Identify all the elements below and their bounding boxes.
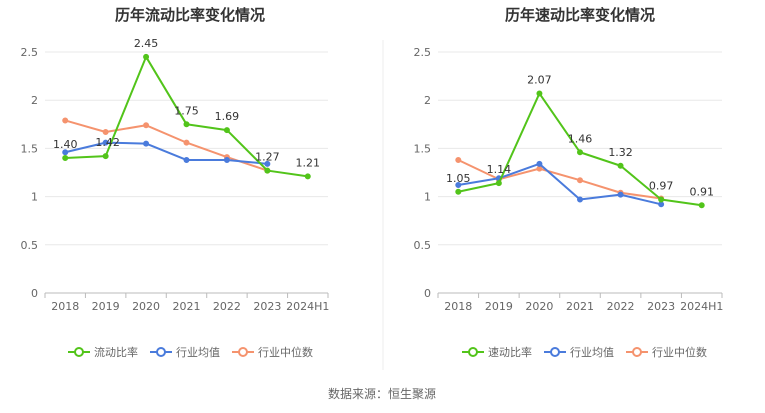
data-point-0-0-3 xyxy=(183,121,190,128)
data-point-0-2-1 xyxy=(102,129,109,136)
data-point-1-1-0 xyxy=(455,182,462,189)
legend-label-0-0: 流动比率 xyxy=(94,345,138,359)
x-tick-label-1-6: 2024H1 xyxy=(680,300,723,313)
data-label-0-3: 1.75 xyxy=(174,104,199,117)
data-label-1-1: 1.14 xyxy=(487,163,512,176)
x-tick-label-0-1: 2019 xyxy=(92,300,120,313)
y-tick-label-1-0: 0 xyxy=(424,287,431,300)
data-point-0-1-2 xyxy=(143,140,150,147)
x-tick-label-1-0: 2018 xyxy=(444,300,472,313)
data-point-1-1-4 xyxy=(617,191,624,198)
data-point-0-0-1 xyxy=(102,153,109,160)
x-tick-label-1-5: 2023 xyxy=(647,300,675,313)
x-tick-label-1-3: 2021 xyxy=(566,300,594,313)
legend-marker-0-2 xyxy=(238,347,248,357)
y-tick-label-0-3: 1.5 xyxy=(21,142,39,155)
data-point-1-1-2 xyxy=(536,160,543,167)
data-label-0-2: 2.45 xyxy=(134,37,159,50)
data-point-1-0-2 xyxy=(536,90,543,97)
data-point-1-0-1 xyxy=(495,180,502,187)
y-tick-label-0-1: 0.5 xyxy=(21,239,39,252)
data-point-1-0-0 xyxy=(455,188,462,195)
data-point-1-1-3 xyxy=(577,196,583,203)
x-tick-label-0-2: 2020 xyxy=(132,300,160,313)
legend-marker-0-1 xyxy=(156,347,166,357)
chart-title-1: 历年速动比率变化情况 xyxy=(505,6,655,24)
data-point-1-2-3 xyxy=(577,177,583,184)
series-line-0-2 xyxy=(64,119,268,172)
data-point-0-1-0 xyxy=(62,149,69,156)
series-line-1-2 xyxy=(457,159,662,200)
data-point-0-1-5 xyxy=(264,160,271,167)
data-label-1-2: 2.07 xyxy=(527,73,552,86)
data-point-0-2-0 xyxy=(62,117,69,124)
y-tick-label-1-2: 1 xyxy=(424,191,431,204)
data-label-1-3: 1.46 xyxy=(568,132,593,145)
x-tick-label-0-4: 2022 xyxy=(213,300,241,313)
y-tick-label-1-3: 1.5 xyxy=(414,142,432,155)
x-tick-label-0-0: 2018 xyxy=(51,300,79,313)
x-tick-label-0-3: 2021 xyxy=(173,300,201,313)
data-label-1-6: 0.91 xyxy=(689,185,714,198)
data-point-1-0-6 xyxy=(698,202,705,209)
data-point-0-2-3 xyxy=(183,139,190,146)
legend-label-1-0: 速动比率 xyxy=(488,345,532,359)
x-tick-label-1-1: 2019 xyxy=(485,300,513,313)
data-label-0-6: 1.21 xyxy=(296,156,321,169)
legend-label-0-2: 行业中位数 xyxy=(258,345,313,359)
y-tick-label-1-1: 0.5 xyxy=(414,239,432,252)
data-label-0-5: 1.27 xyxy=(255,151,280,164)
y-tick-label-0-2: 1 xyxy=(31,191,38,204)
y-tick-label-1-5: 2.5 xyxy=(414,46,432,59)
data-label-1-4: 1.32 xyxy=(608,146,633,159)
data-label-0-0: 1.40 xyxy=(53,138,78,151)
legend-marker-1-1 xyxy=(550,347,560,357)
data-point-0-1-4 xyxy=(223,156,230,163)
data-point-0-1-3 xyxy=(183,156,190,163)
y-tick-label-0-0: 0 xyxy=(31,287,38,300)
data-point-1-2-0 xyxy=(455,156,462,163)
data-source: 数据来源：恒生聚源 xyxy=(328,386,436,401)
data-point-0-1-1 xyxy=(102,139,109,146)
legend-marker-0-0 xyxy=(74,347,84,357)
y-tick-label-0-4: 2 xyxy=(31,94,38,107)
data-point-1-0-3 xyxy=(577,149,583,156)
x-tick-label-0-5: 2023 xyxy=(253,300,281,313)
legend-label-0-1: 行业均值 xyxy=(176,346,220,359)
data-point-0-0-5 xyxy=(264,167,271,174)
legend-marker-1-2 xyxy=(632,347,642,357)
legend-label-1-1: 行业均值 xyxy=(570,346,614,359)
data-point-1-0-4 xyxy=(617,162,624,169)
data-point-1-0-5 xyxy=(658,196,665,203)
chart-title-0: 历年流动比率变化情况 xyxy=(115,6,265,24)
legend-label-1-2: 行业中位数 xyxy=(652,345,707,359)
y-tick-label-0-5: 2.5 xyxy=(21,46,39,59)
data-point-0-0-0 xyxy=(62,155,69,162)
data-label-0-1: 1.42 xyxy=(95,136,120,149)
data-label-1-0: 1.05 xyxy=(446,172,471,185)
data-label-0-4: 1.69 xyxy=(215,110,240,123)
x-tick-label-1-2: 2020 xyxy=(525,300,553,313)
x-tick-label-1-4: 2022 xyxy=(607,300,635,313)
data-point-0-0-6 xyxy=(304,173,311,180)
y-tick-label-1-4: 2 xyxy=(424,94,431,107)
x-tick-label-0-6: 2024H1 xyxy=(286,300,329,313)
data-point-0-0-2 xyxy=(143,53,150,60)
data-point-0-0-4 xyxy=(223,127,230,134)
data-label-1-5: 0.97 xyxy=(649,179,674,192)
series-line-0-1 xyxy=(64,141,268,165)
data-point-1-2-2 xyxy=(536,165,543,172)
data-point-0-2-2 xyxy=(143,122,150,129)
series-line-1-1 xyxy=(458,162,662,206)
legend-marker-1-0 xyxy=(468,347,478,357)
data-point-1-1-5 xyxy=(658,201,665,208)
